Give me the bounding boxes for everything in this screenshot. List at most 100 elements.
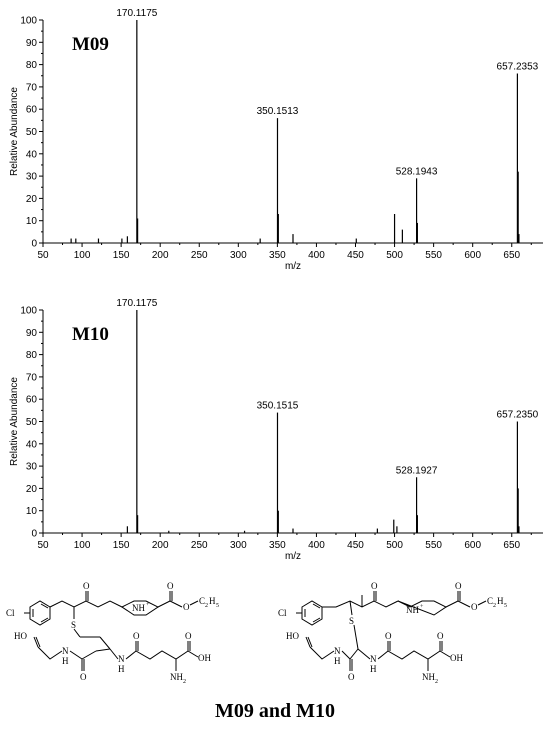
y-tick-label: 40	[26, 439, 38, 450]
y-tick-label: 10	[26, 506, 38, 517]
figure-caption: M09 and M10	[215, 700, 335, 722]
atom-n-mid-h: H	[370, 664, 377, 674]
atom-o-ketone: O	[371, 581, 378, 591]
atom-nh-charge: +	[420, 604, 424, 610]
x-tick-label: 150	[113, 250, 130, 261]
peak-label: 350.1515	[257, 401, 299, 412]
atom-o-ester-carbonyl: O	[167, 581, 174, 591]
peak-label: 528.1943	[396, 166, 438, 177]
y-tick-label: 20	[26, 194, 38, 205]
y-tick-label: 40	[26, 149, 38, 160]
x-tick-label: 400	[308, 250, 325, 261]
y-tick-label: 60	[26, 105, 38, 116]
atom-ethyl-h: H	[497, 596, 504, 606]
x-tick-label: 250	[191, 250, 208, 261]
peak-label: 528.1927	[396, 465, 438, 476]
atom-o-amide2: O	[385, 631, 392, 641]
y-tick-label: 50	[26, 127, 38, 138]
spectrum-chart-m09: 0 10 20 30 40 50 60 70 80 90 100 50 100 150 200 250 300 3…	[9, 8, 543, 272]
chemical-structures: Cl O NH + O O C 2 H 5 S HO N H O N H O O…	[6, 581, 507, 685]
x-tick-label: 200	[152, 250, 169, 261]
atom-o-amide1: O	[348, 672, 355, 682]
x-tick-label: 50	[37, 540, 49, 551]
y-tick-label: 70	[26, 82, 38, 93]
atom-ethyl-sub2: 5	[216, 603, 219, 609]
atom-n-left: N	[334, 646, 341, 656]
x-axis-label: m/z	[285, 261, 301, 272]
x-tick-label: 650	[503, 250, 520, 261]
x-tick-label: 450	[347, 250, 364, 261]
x-tick-label: 300	[230, 540, 247, 551]
atom-ho: HO	[14, 631, 27, 641]
atom-oh-acid: OH	[198, 653, 211, 663]
y-tick-label: 70	[26, 372, 38, 383]
atom-n-left-h: H	[334, 656, 341, 666]
atom-s: S	[349, 616, 354, 626]
structure-m10	[296, 591, 487, 671]
x-tick-label: 150	[113, 540, 130, 551]
y-tick-label: 30	[26, 462, 38, 473]
y-tick-label: 100	[20, 16, 37, 27]
x-tick-label: 600	[464, 250, 481, 261]
atom-o-amide2: O	[133, 631, 140, 641]
atom-ho: HO	[286, 631, 299, 641]
y-tick-label: 0	[31, 529, 37, 540]
atom-nh2: NH	[422, 672, 435, 682]
x-tick-label: 200	[152, 540, 169, 551]
x-tick-label: 350	[269, 250, 286, 261]
atom-nh-charge: +	[146, 602, 150, 608]
peak-label: 657.2350	[497, 410, 539, 421]
y-tick-label: 10	[26, 216, 38, 227]
atom-n-left-h: H	[62, 656, 69, 666]
x-tick-label: 500	[386, 540, 403, 551]
peak-label: 350.1513	[257, 106, 299, 117]
atom-oh-acid: OH	[450, 653, 463, 663]
y-axis-label: Relative Abundance	[9, 377, 20, 466]
atom-o-acid: O	[185, 631, 192, 641]
y-tick-label: 90	[26, 328, 38, 339]
spectrum-chart-m10: 0 10 20 30 40 50 60 70 80 90 100 50 100 150 200 250 300 3…	[9, 298, 543, 562]
atom-ethyl-sub2: 5	[504, 603, 507, 609]
y-tick-label: 0	[31, 239, 37, 250]
atom-n-mid-h: H	[118, 664, 125, 674]
peak-label: 657.2353	[497, 62, 539, 73]
y-tick-label: 100	[20, 306, 37, 317]
atom-cl: Cl	[278, 608, 287, 618]
y-tick-label: 80	[26, 350, 38, 361]
atom-ethyl-c: C	[487, 596, 493, 606]
atom-o-ketone: O	[83, 581, 90, 591]
x-tick-label: 550	[425, 540, 442, 551]
atom-nh-plus: NH	[132, 603, 145, 613]
x-tick-label: 550	[425, 250, 442, 261]
atom-ethyl-sub1: 2	[493, 603, 496, 609]
y-tick-label: 50	[26, 417, 38, 428]
x-tick-label: 350	[269, 540, 286, 551]
structure-m09-labels: Cl O NH + O O C 2 H 5 S HO N H O N H O O…	[6, 581, 219, 685]
x-tick-label: 500	[386, 250, 403, 261]
structure-m09	[24, 591, 199, 671]
atom-n-mid: N	[118, 654, 125, 664]
x-tick-label: 100	[74, 540, 91, 551]
chart-title: M09	[72, 34, 109, 55]
atom-ethyl-h: H	[209, 596, 216, 606]
x-tick-label: 250	[191, 540, 208, 551]
x-tick-label: 100	[74, 250, 91, 261]
atom-ethyl-c: C	[199, 596, 205, 606]
atom-s: S	[71, 620, 76, 630]
atom-cl: Cl	[6, 608, 15, 618]
atom-o-ester: O	[183, 602, 190, 612]
atom-o-amide1: O	[80, 672, 87, 682]
atom-o-ester: O	[471, 602, 478, 612]
y-tick-label: 30	[26, 172, 38, 183]
y-axis-label: Relative Abundance	[9, 87, 20, 176]
atom-n-mid: N	[370, 654, 377, 664]
peak-label: 170.1175	[116, 8, 157, 19]
x-tick-label: 600	[464, 540, 481, 551]
y-tick-label: 80	[26, 60, 38, 71]
atom-o-acid: O	[437, 631, 444, 641]
atom-nh-plus: NH	[406, 605, 419, 615]
atom-nh2-sub: 2	[183, 679, 186, 685]
atom-o-ester-carbonyl: O	[455, 581, 462, 591]
x-tick-label: 300	[230, 250, 247, 261]
x-tick-label: 650	[503, 540, 520, 551]
